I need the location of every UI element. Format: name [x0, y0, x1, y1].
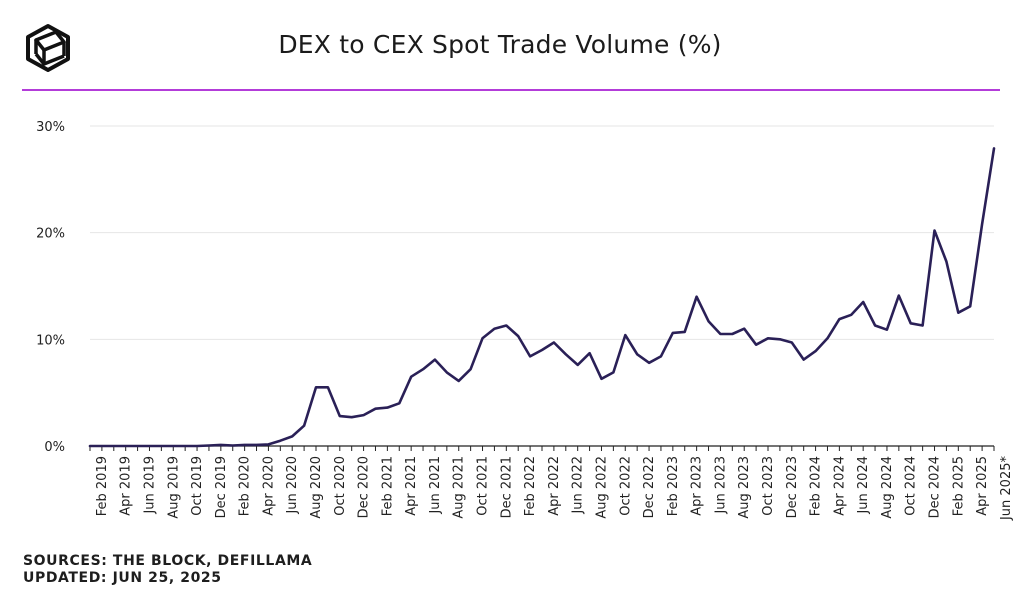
x-tick-label: Oct 2022 — [618, 456, 633, 516]
x-axis — [89, 445, 995, 451]
chart-title: DEX to CEX Spot Trade Volume (%) — [278, 30, 722, 59]
the-block-cube-logo-icon — [22, 22, 74, 74]
x-tick-label: Apr 2022 — [547, 456, 562, 516]
chart-header: DEX to CEX Spot Trade Volume (%) — [0, 0, 1024, 91]
x-tick-label: Apr 2023 — [690, 456, 705, 516]
series-layer — [88, 147, 996, 448]
x-tick-label: Aug 2021 — [452, 456, 467, 519]
x-tick-label: Apr 2024 — [832, 456, 847, 516]
x-tick-label: Oct 2021 — [476, 456, 491, 516]
series-line-dex-to-cex — [88, 147, 996, 448]
x-tick-label: Oct 2023 — [761, 456, 776, 516]
x-tick-label: Feb 2022 — [523, 456, 538, 516]
x-tick-label: Feb 2021 — [380, 456, 395, 516]
x-tick-label: Apr 2021 — [404, 456, 419, 516]
chart-footer: SOURCES: THE BLOCK, DEFILLAMA UPDATED: J… — [23, 553, 312, 587]
x-tick-label: Oct 2019 — [190, 456, 205, 516]
x-tick-label: Apr 2020 — [261, 456, 276, 516]
x-tick-label: Feb 2024 — [809, 456, 824, 516]
updated-note: UPDATED: JUN 25, 2025 — [23, 570, 222, 586]
x-tick-label: Dec 2024 — [928, 456, 943, 518]
x-tick-label: Aug 2020 — [309, 456, 324, 519]
x-tick-label: Jun 2019 — [142, 456, 157, 515]
y-tick-label: 30% — [36, 120, 65, 135]
y-tick-label: 20% — [36, 227, 65, 242]
x-tick-label: Feb 2023 — [666, 456, 681, 516]
x-tick-label: Oct 2024 — [904, 456, 919, 516]
x-tick-label: Dec 2020 — [357, 456, 372, 518]
x-tick-label: Apr 2019 — [119, 456, 134, 516]
x-tick-label: Feb 2020 — [238, 456, 253, 516]
x-tick-label: Jun 2024 — [856, 456, 871, 515]
x-tick-label: Jun 2020 — [285, 456, 300, 515]
x-tick-label: Dec 2019 — [214, 456, 229, 518]
title-divider — [22, 89, 1000, 91]
x-tick-label: Dec 2022 — [642, 456, 657, 518]
x-tick-label: Aug 2024 — [880, 456, 895, 519]
grid-lines — [90, 125, 994, 340]
x-tick-label: Jun 2025* — [999, 456, 1014, 522]
x-tick-label: Jun 2021 — [428, 456, 443, 515]
x-tick-label: Dec 2023 — [785, 456, 800, 518]
y-tick-label: 10% — [36, 333, 65, 348]
line-chart: 0% 10% 20% 30% Feb 2019 Apr 2019 Jun 2019 Aug … — [36, 120, 1014, 522]
sources-note: SOURCES: THE BLOCK, DEFILLAMA — [23, 553, 313, 569]
x-tick-label: Jun 2023 — [713, 456, 728, 515]
x-tick-label: Jun 2022 — [571, 456, 586, 515]
x-tick-label: Oct 2020 — [333, 456, 348, 516]
x-tick-label: Aug 2022 — [594, 456, 609, 519]
y-axis-tick-labels: 0% 10% 20% 30% — [36, 120, 65, 455]
x-tick-label: Dec 2021 — [499, 456, 514, 518]
y-tick-label: 0% — [44, 440, 65, 455]
x-tick-label: Feb 2019 — [95, 456, 110, 516]
x-axis-tick-labels: Feb 2019 Apr 2019 Jun 2019 Aug 2019 Oct 2019… — [95, 456, 1014, 522]
x-tick-label: Aug 2023 — [737, 456, 752, 519]
x-tick-label: Feb 2025 — [951, 456, 966, 516]
x-tick-label: Aug 2019 — [166, 456, 181, 519]
x-tick-label: Apr 2025 — [975, 456, 990, 516]
